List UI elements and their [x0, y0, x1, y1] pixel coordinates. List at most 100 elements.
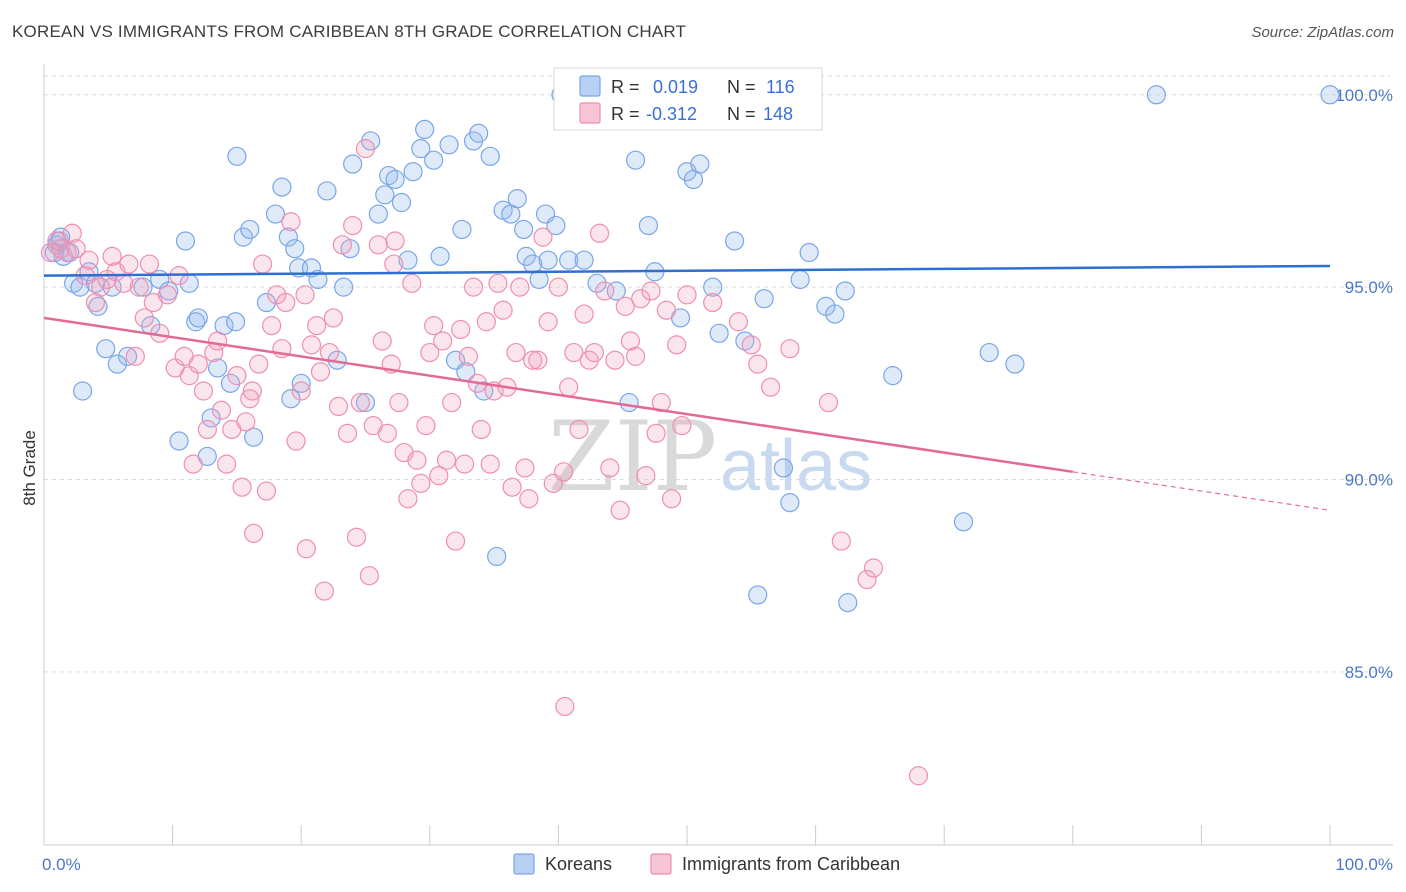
data-point [458, 346, 478, 366]
data-point [433, 331, 453, 351]
data-point [129, 277, 149, 297]
watermark-atlas: atlas [720, 426, 872, 506]
data-point [242, 381, 262, 401]
data-point [217, 454, 237, 474]
data-point [480, 454, 500, 474]
data-point [600, 458, 620, 478]
data-point [384, 254, 404, 274]
y-axis-title: 8th Grade [20, 430, 39, 506]
data-point [625, 150, 646, 170]
data-point [703, 277, 723, 297]
data-point [667, 335, 687, 355]
data-point [314, 581, 334, 601]
y-tick-label: 90.0% [1345, 471, 1393, 490]
source-label: Source: ZipAtlas.com [1251, 24, 1394, 41]
data-point [317, 181, 337, 201]
data-point [40, 242, 61, 263]
chart-title: KOREAN VS IMMIGRANTS FROM CARIBBEAN 8TH … [12, 22, 687, 41]
data-point [265, 204, 286, 224]
data-point [474, 381, 494, 401]
data-point [125, 346, 145, 366]
data-point [979, 342, 999, 363]
data-point [553, 462, 574, 482]
legend-n-label-koreans: N = [727, 77, 756, 97]
data-point [232, 477, 252, 497]
data-point [90, 277, 111, 297]
data-point [102, 246, 122, 266]
data-point [646, 423, 666, 443]
legend-r-value-caribbean: -0.312 [646, 104, 697, 124]
y-tick-label: 95.0% [1345, 278, 1393, 297]
data-point [615, 296, 635, 316]
koreans-points [44, 85, 1340, 613]
legend-r-value-koreans: 0.019 [653, 77, 698, 97]
data-point [375, 185, 395, 205]
data-point [514, 219, 534, 240]
trend-lines [43, 264, 1331, 511]
data-point [332, 235, 352, 255]
data-point [574, 250, 594, 270]
data-point [661, 489, 682, 509]
data-point [220, 373, 241, 393]
data-point [454, 454, 475, 474]
data-point [790, 269, 810, 290]
data-point [244, 427, 264, 447]
data-point [117, 346, 138, 366]
data-point [595, 281, 615, 301]
data-point [584, 342, 605, 363]
data-point [201, 408, 221, 428]
data-point [754, 289, 774, 309]
data-point [411, 473, 431, 493]
data-point [703, 292, 723, 313]
data-point [515, 458, 535, 478]
data-point [368, 235, 388, 255]
data-point [625, 346, 646, 366]
data-point [1005, 354, 1025, 374]
data-point [227, 366, 247, 386]
data-point [429, 466, 449, 486]
data-point [559, 377, 579, 397]
data-point [157, 285, 178, 305]
data-point [208, 331, 228, 351]
data-point [368, 204, 388, 224]
data-point [227, 146, 247, 166]
data-point [240, 389, 260, 409]
data-point [107, 354, 127, 374]
data-point [463, 277, 484, 297]
data-point [183, 454, 203, 474]
legend-r-label-koreans: R = [611, 77, 640, 97]
bottom-legend-swatch-koreans [513, 853, 535, 875]
data-point [398, 250, 418, 270]
data-point [96, 339, 116, 359]
bottom-legend-caribbean: Immigrants from Caribbean [682, 854, 900, 874]
data-point [857, 569, 877, 590]
bottom-legend-swatch-caribbean [650, 853, 672, 875]
data-point [72, 381, 93, 401]
data-point [377, 423, 397, 443]
data-point [506, 342, 526, 363]
data-point [672, 416, 692, 436]
data-point [350, 392, 370, 413]
data-point [451, 319, 471, 340]
data-point [403, 162, 423, 182]
data-point [436, 450, 457, 470]
y-tick-label: 100.0% [1335, 86, 1393, 105]
data-point [291, 373, 311, 393]
data-point [831, 531, 851, 551]
data-point [838, 593, 858, 613]
data-point [256, 481, 277, 501]
data-point [641, 281, 661, 301]
data-point [507, 189, 527, 209]
data-point [1146, 85, 1166, 105]
data-point [236, 412, 256, 432]
data-point [262, 316, 282, 336]
data-point [355, 392, 376, 413]
data-point [411, 139, 431, 159]
data-point [226, 312, 246, 332]
data-point [389, 392, 409, 413]
data-point [272, 177, 292, 197]
data-point [355, 139, 376, 159]
trend-line-koreans [43, 264, 1331, 277]
data-point [188, 354, 208, 374]
